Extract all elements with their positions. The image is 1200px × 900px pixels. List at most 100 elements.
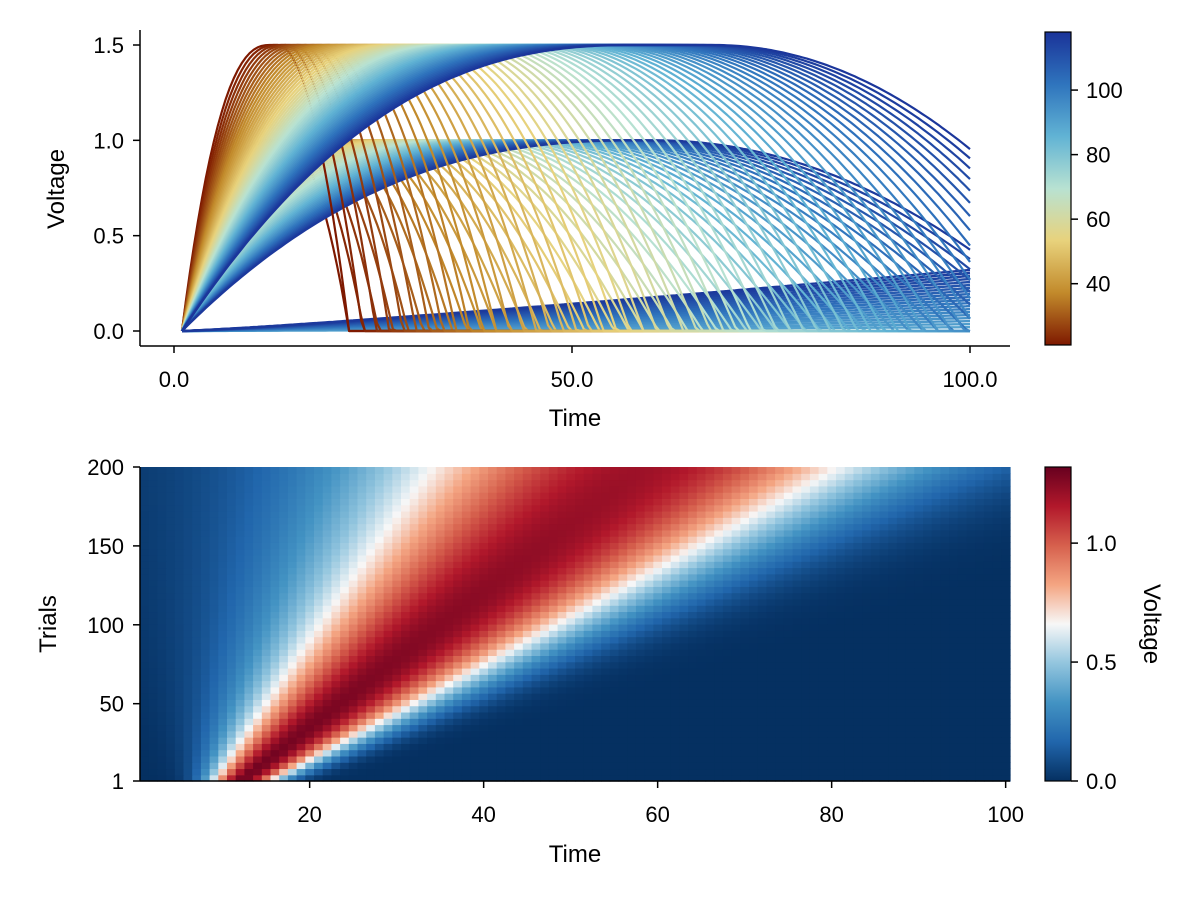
heatmap-cell xyxy=(888,605,898,613)
heatmap-cell xyxy=(218,743,228,751)
heatmap-cell xyxy=(844,498,854,506)
heatmap-cell xyxy=(270,730,280,738)
heatmap-cell xyxy=(244,693,254,700)
heatmap-cell xyxy=(1001,485,1011,493)
heatmap-cell xyxy=(322,636,332,644)
heatmap-cell xyxy=(966,774,976,782)
heatmap-cell xyxy=(140,655,150,663)
heatmap-cell xyxy=(566,548,576,556)
heatmap-cell xyxy=(836,749,846,757)
heatmap-cell xyxy=(418,548,428,556)
heatmap-cell xyxy=(531,611,541,619)
heatmap-cell xyxy=(253,718,263,726)
heatmap-cell xyxy=(731,724,741,732)
heatmap-cell xyxy=(818,718,828,726)
heatmap-cell xyxy=(148,655,158,663)
heatmap-cell xyxy=(261,774,272,782)
heatmap-cell xyxy=(766,523,776,531)
heatmap-cell xyxy=(957,605,968,613)
heatmap-cell xyxy=(827,768,837,776)
heatmap-cell xyxy=(722,630,733,638)
heatmap-cell xyxy=(287,479,298,487)
heatmap-cell xyxy=(931,624,941,631)
heatmap-cell xyxy=(688,586,698,594)
heatmap-cell xyxy=(157,542,167,550)
heatmap-cell xyxy=(200,592,211,600)
heatmap-cell xyxy=(1001,586,1011,594)
heatmap-cell xyxy=(209,504,219,512)
heatmap-cell xyxy=(905,655,915,663)
heatmap-cell xyxy=(348,536,359,543)
heatmap-cell xyxy=(844,548,854,556)
heatmap-cell xyxy=(783,536,794,543)
heatmap-cell xyxy=(566,523,576,531)
heatmap-cell xyxy=(879,762,889,770)
heatmap-cell xyxy=(896,517,907,525)
heatmap-cell xyxy=(635,523,646,531)
heatmap-cell xyxy=(331,548,341,556)
heatmap-cell xyxy=(174,598,185,606)
heatmap-cell xyxy=(618,674,628,682)
heatmap-cell xyxy=(801,580,811,587)
heatmap-cell xyxy=(287,561,298,569)
heatmap-cell xyxy=(705,567,715,575)
heatmap-cell xyxy=(383,580,393,587)
heatmap-cell xyxy=(470,504,480,512)
heatmap-cell xyxy=(792,699,802,707)
heatmap-cell xyxy=(905,642,915,650)
heatmap-cell xyxy=(923,755,933,763)
heatmap-cell xyxy=(775,624,785,631)
heatmap-cell xyxy=(696,680,707,688)
heatmap-cell xyxy=(992,498,1002,506)
heatmap-cell xyxy=(879,517,889,525)
heatmap-cell xyxy=(836,705,846,713)
heatmap-cell xyxy=(392,504,402,512)
heatmap-cell xyxy=(314,649,324,656)
heatmap-cell xyxy=(896,485,907,493)
heatmap-cell xyxy=(270,699,280,707)
heatmap-cell xyxy=(836,774,846,782)
heatmap-cell xyxy=(192,762,202,770)
heatmap-cell xyxy=(940,718,950,726)
heatmap-cell xyxy=(575,730,585,738)
heatmap-cell xyxy=(827,693,837,700)
heatmap-cell xyxy=(870,548,881,556)
heatmap-cell xyxy=(488,598,498,606)
heatmap-cell xyxy=(905,636,915,644)
heatmap-cell xyxy=(522,498,533,506)
heatmap-cell xyxy=(801,667,811,675)
heatmap-cell xyxy=(975,743,985,751)
heatmap-cell xyxy=(314,730,324,738)
heatmap-cell xyxy=(296,624,306,631)
heatmap-cell xyxy=(809,667,820,675)
heatmap-cell xyxy=(879,529,889,537)
heatmap-cell xyxy=(688,523,698,531)
heatmap-cell xyxy=(279,485,289,493)
heatmap-cell xyxy=(983,523,994,531)
heatmap-cell xyxy=(270,504,280,512)
heatmap-cell xyxy=(609,504,620,512)
heatmap-cell xyxy=(566,492,576,499)
heatmap-cell xyxy=(453,492,463,499)
heatmap-cell xyxy=(679,517,689,525)
heatmap-cell xyxy=(983,642,994,650)
heatmap-cell xyxy=(322,655,332,663)
heatmap-cell xyxy=(792,510,802,518)
heatmap-cell xyxy=(209,655,219,663)
heatmap-cell xyxy=(609,479,620,487)
heatmap-cell xyxy=(853,542,863,550)
heatmap-cell xyxy=(331,768,341,776)
heatmap-cell xyxy=(905,661,915,669)
heatmap-cell xyxy=(836,580,846,587)
heatmap-cell xyxy=(662,730,672,738)
heatmap-cell xyxy=(496,542,506,550)
heatmap-cell xyxy=(505,536,515,543)
heatmap-cell xyxy=(670,724,680,732)
heatmap-cell xyxy=(331,586,341,594)
heatmap-cell xyxy=(931,749,941,757)
heatmap-cell xyxy=(601,762,611,770)
heatmap-cell xyxy=(601,504,611,512)
heatmap-cell xyxy=(905,649,915,656)
heatmap-cell xyxy=(662,642,672,650)
heatmap-cell xyxy=(992,523,1002,531)
